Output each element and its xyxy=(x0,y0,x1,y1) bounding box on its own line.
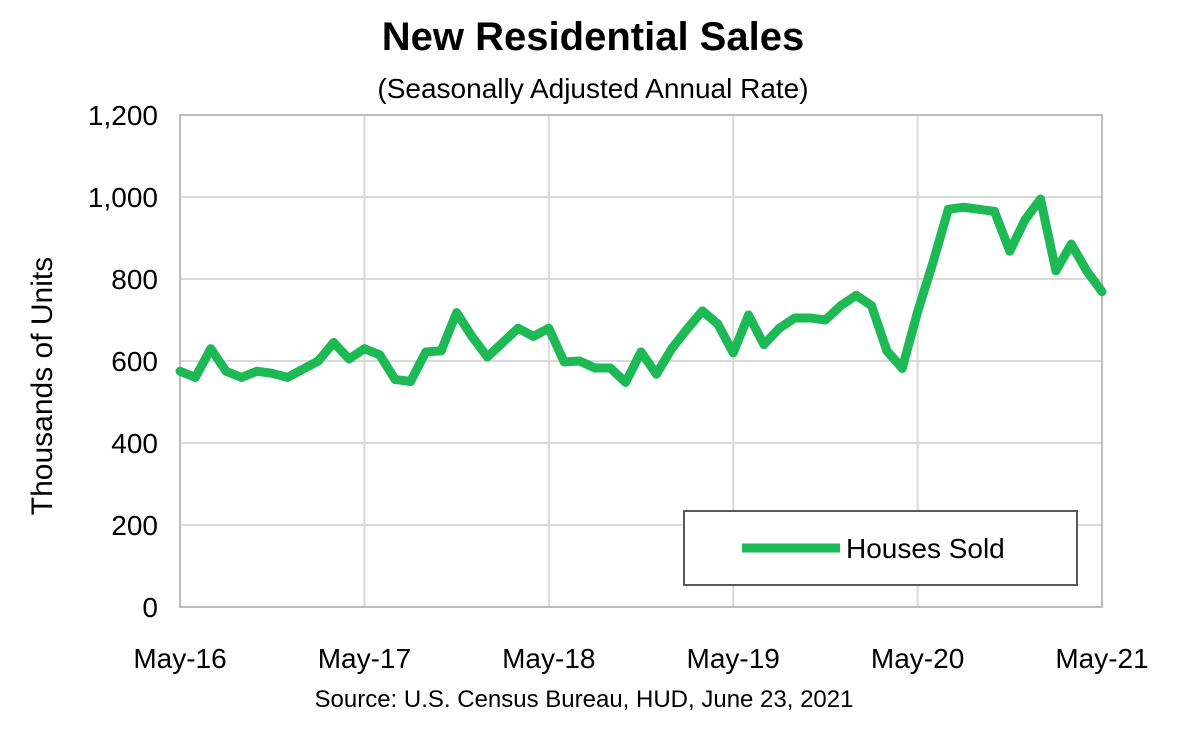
data-point xyxy=(713,319,723,329)
data-point xyxy=(897,363,907,373)
data-point xyxy=(513,323,523,333)
data-point xyxy=(1051,266,1061,276)
data-point xyxy=(667,344,677,354)
y-tick-label: 0 xyxy=(142,592,158,623)
data-point xyxy=(974,204,984,214)
data-point xyxy=(390,374,400,384)
data-point xyxy=(452,308,462,318)
data-point xyxy=(559,357,569,367)
data-point xyxy=(406,377,415,386)
data-point xyxy=(1082,266,1092,276)
data-point xyxy=(697,306,707,316)
x-tick-label: May-19 xyxy=(687,643,780,674)
data-point xyxy=(375,350,385,360)
source-note: Source: U.S. Census Bureau, HUD, June 23… xyxy=(315,686,854,713)
data-point xyxy=(820,315,830,325)
data-point xyxy=(959,202,969,212)
y-axis-label: Thousands of Units xyxy=(26,257,59,515)
data-point xyxy=(1036,194,1046,204)
data-point xyxy=(190,372,200,382)
data-point xyxy=(575,356,585,366)
data-point xyxy=(221,366,231,376)
data-point xyxy=(621,377,631,387)
y-tick-label: 800 xyxy=(111,264,158,295)
x-tick-label: May-20 xyxy=(871,643,964,674)
y-tick-label: 1,200 xyxy=(88,100,158,131)
data-point xyxy=(528,331,538,341)
data-points xyxy=(175,194,1107,387)
data-point xyxy=(744,310,754,320)
data-point xyxy=(759,340,769,350)
data-point xyxy=(590,363,600,373)
y-tick-label: 600 xyxy=(111,346,158,377)
data-point xyxy=(836,301,846,311)
x-tick-label: May-17 xyxy=(318,643,411,674)
data-point xyxy=(329,338,339,348)
data-point xyxy=(283,372,293,382)
data-point xyxy=(882,346,892,356)
data-point xyxy=(851,290,861,300)
x-tick-label: May-21 xyxy=(1055,643,1148,674)
data-point xyxy=(943,204,953,214)
data-point xyxy=(636,347,646,357)
data-point xyxy=(467,331,477,341)
data-point xyxy=(313,356,323,366)
data-point xyxy=(651,369,661,379)
data-point xyxy=(544,323,554,333)
data-point xyxy=(867,301,876,311)
chart-subtitle: (Seasonally Adjusted Annual Rate) xyxy=(377,73,808,104)
y-tick-labels: 0 200 400 600 800 1,000 1,200 xyxy=(88,100,158,623)
x-tick-label: May-18 xyxy=(502,643,595,674)
data-point xyxy=(359,344,369,354)
data-point xyxy=(728,348,738,358)
chart-title: New Residential Sales xyxy=(382,15,804,59)
legend: Houses Sold xyxy=(683,510,1078,586)
data-point xyxy=(682,324,692,334)
data-point xyxy=(790,313,800,323)
data-point xyxy=(1097,287,1107,297)
data-point xyxy=(1066,239,1076,249)
data-point xyxy=(267,368,277,378)
data-point xyxy=(298,364,308,374)
data-point xyxy=(482,352,492,362)
data-point xyxy=(344,354,354,364)
data-point xyxy=(605,363,615,373)
data-point xyxy=(1020,215,1030,225)
x-tick-labels: May-16 May-17 May-18 May-19 May-20 May-21 xyxy=(133,643,1148,674)
data-point xyxy=(774,323,784,333)
data-point xyxy=(805,313,815,323)
legend-label: Houses Sold xyxy=(846,533,1005,564)
data-point xyxy=(175,366,185,376)
data-point xyxy=(436,346,446,356)
data-point xyxy=(252,366,262,376)
data-point xyxy=(913,307,923,317)
y-tick-label: 400 xyxy=(111,428,158,459)
x-tick-label: May-16 xyxy=(133,643,226,674)
data-point xyxy=(498,338,508,348)
y-tick-label: 1,000 xyxy=(88,182,158,213)
data-point xyxy=(206,344,216,354)
y-tick-label: 200 xyxy=(111,510,158,541)
data-point xyxy=(236,372,246,382)
plot-area xyxy=(179,114,1103,608)
data-point xyxy=(421,347,431,357)
data-point xyxy=(989,206,999,216)
data-point xyxy=(1005,246,1015,256)
data-point xyxy=(928,258,938,268)
